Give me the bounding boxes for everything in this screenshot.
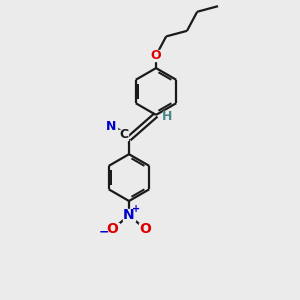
- Text: O: O: [151, 49, 161, 62]
- Text: H: H: [162, 110, 172, 123]
- Bar: [106, 223, 119, 236]
- Bar: [151, 50, 161, 61]
- Text: −: −: [99, 225, 109, 238]
- Text: O: O: [106, 222, 119, 236]
- Bar: [116, 130, 128, 140]
- Bar: [139, 223, 152, 236]
- Text: C: C: [119, 128, 128, 142]
- Bar: [123, 209, 135, 221]
- Text: N: N: [106, 120, 116, 133]
- Bar: [105, 120, 117, 132]
- Bar: [163, 111, 175, 122]
- Text: N: N: [123, 208, 135, 222]
- Text: O: O: [140, 222, 152, 236]
- Text: +: +: [132, 204, 140, 214]
